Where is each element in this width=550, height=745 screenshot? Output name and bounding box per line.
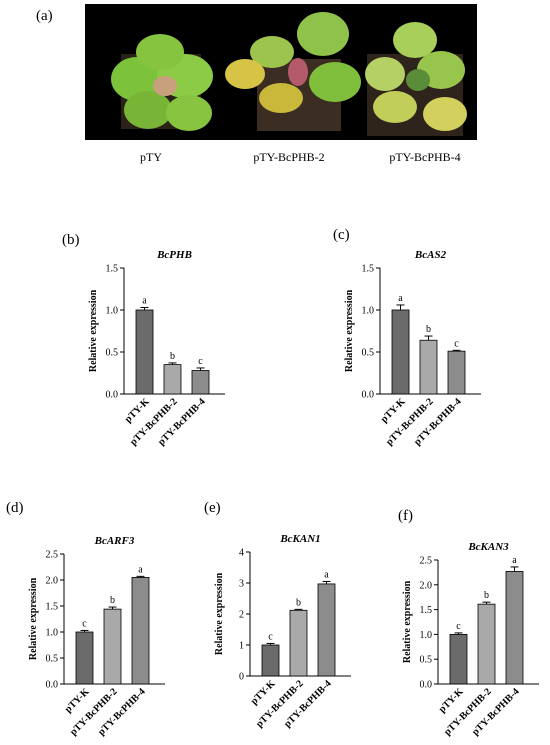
significance-letter: a bbox=[512, 555, 517, 566]
significance-letter: b bbox=[110, 595, 115, 606]
significance-letter: c bbox=[456, 621, 461, 632]
y-tick-label: 0.5 bbox=[420, 655, 433, 666]
y-tick-label: 0.0 bbox=[362, 390, 375, 401]
y-tick-label: 1.5 bbox=[420, 605, 433, 616]
panel-label-e: (e) bbox=[204, 500, 221, 516]
y-tick-label: 1.0 bbox=[362, 306, 375, 317]
bar bbox=[449, 634, 468, 685]
bar bbox=[477, 603, 496, 685]
panel-label-f: (f) bbox=[398, 508, 413, 524]
y-tick-label: 1.5 bbox=[106, 264, 119, 275]
chart-bcarf3: BcARF3 Relative expression 0.0 0.5 1.0 1.5 2.0… bbox=[28, 535, 165, 738]
bar bbox=[191, 370, 210, 395]
significance-letter: c bbox=[268, 631, 273, 642]
chart-bckan3: BcKAN3 Relative expression 0.0 0.5 1.0 1.5 2.0… bbox=[402, 541, 539, 738]
y-tick-label: 2.5 bbox=[420, 556, 433, 567]
y-tick-label: 0.0 bbox=[106, 390, 119, 401]
bar bbox=[391, 309, 410, 395]
y-tick-label: 2.0 bbox=[420, 580, 433, 591]
bar bbox=[289, 609, 308, 677]
bar bbox=[75, 631, 94, 685]
bar bbox=[505, 571, 524, 685]
significance-letter: b bbox=[296, 597, 301, 608]
plant-bcphb2-image bbox=[225, 12, 361, 131]
bar bbox=[447, 350, 466, 395]
significance-letter: a bbox=[398, 293, 403, 304]
significance-letter: a bbox=[138, 564, 143, 575]
significance-letter: b bbox=[484, 590, 489, 601]
y-tick-label: 4 bbox=[239, 548, 244, 559]
caption-pty: pTY bbox=[140, 150, 162, 164]
bar bbox=[131, 577, 150, 685]
significance-letter: a bbox=[142, 295, 147, 306]
panel-label-c: (c) bbox=[333, 227, 350, 243]
chart-title: BcARF3 bbox=[94, 535, 135, 547]
y-axis-label: Relative expression bbox=[214, 572, 225, 655]
y-axis-label: Relative expression bbox=[88, 289, 99, 372]
panel-label-b: (b) bbox=[62, 232, 80, 248]
plant-photo-illustration bbox=[85, 4, 477, 140]
bar bbox=[419, 339, 438, 395]
significance-letter: b bbox=[170, 351, 175, 362]
panel-label-a: (a) bbox=[36, 8, 53, 24]
y-tick-label: 1.0 bbox=[46, 628, 59, 639]
y-tick-label: 0.5 bbox=[106, 348, 119, 359]
chart-title: BcAS2 bbox=[414, 249, 447, 261]
y-tick-label: 0.5 bbox=[362, 348, 375, 359]
bar bbox=[135, 309, 154, 395]
y-tick-label: 1.5 bbox=[362, 264, 375, 275]
y-axis-label: Relative expression bbox=[344, 289, 355, 372]
y-tick-label: 0.0 bbox=[46, 680, 59, 691]
y-tick-label: 0.5 bbox=[46, 654, 59, 665]
caption-bcphb-4: pTY-BcPHB-4 bbox=[389, 150, 461, 164]
significance-letter: c bbox=[198, 356, 203, 367]
bar bbox=[317, 583, 336, 677]
y-tick-label: 0 bbox=[239, 672, 244, 683]
y-tick-label: 1.5 bbox=[46, 602, 59, 613]
plant-pty-image bbox=[111, 34, 213, 131]
significance-letter: c bbox=[454, 338, 459, 349]
y-tick-label: 1.0 bbox=[106, 306, 119, 317]
significance-letter: a bbox=[324, 569, 329, 580]
bar bbox=[103, 608, 122, 685]
panel-label-d: (d) bbox=[6, 500, 24, 516]
y-tick-label: 3 bbox=[239, 579, 244, 590]
y-tick-label: 0.0 bbox=[420, 680, 433, 691]
y-tick-label: 2.5 bbox=[46, 550, 59, 561]
bar bbox=[163, 364, 182, 395]
chart-title: BcKAN1 bbox=[279, 533, 320, 545]
significance-letter: b bbox=[426, 324, 431, 335]
y-tick-label: 1 bbox=[239, 641, 244, 652]
bar bbox=[261, 644, 280, 677]
significance-letter: c bbox=[82, 618, 87, 629]
y-tick-label: 2 bbox=[239, 610, 244, 621]
chart-title: BcKAN3 bbox=[467, 541, 509, 553]
y-axis-label: Relative expression bbox=[402, 580, 413, 663]
y-tick-label: 1.0 bbox=[420, 630, 433, 641]
plant-bcphb4-image bbox=[365, 22, 467, 136]
plant-photo-strip bbox=[85, 4, 477, 140]
y-axis-label: Relative expression bbox=[28, 577, 39, 660]
chart-title: BcPHB bbox=[156, 249, 192, 261]
y-tick-label: 2.0 bbox=[46, 576, 59, 587]
caption-bcphb-2: pTY-BcPHB-2 bbox=[253, 150, 325, 164]
